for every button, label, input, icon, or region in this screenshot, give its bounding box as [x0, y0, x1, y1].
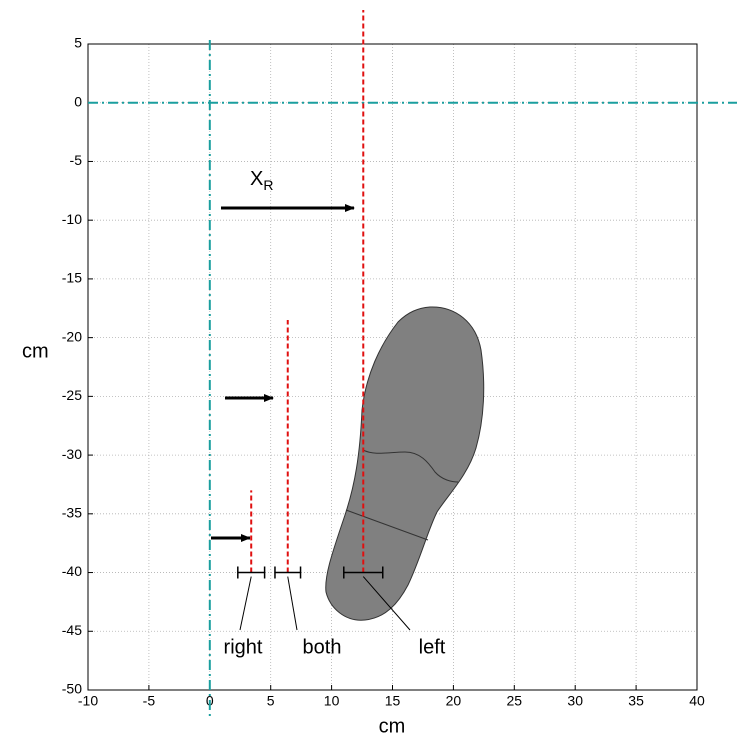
y-axis-label: cm — [22, 340, 49, 362]
leader-line — [287, 576, 298, 631]
y-tick-label: -45 — [62, 622, 82, 638]
y-tick-label: 0 — [74, 93, 82, 109]
error-bar — [274, 566, 302, 579]
y-tick-label: 5 — [74, 35, 82, 51]
y-tick-label: -5 — [70, 152, 83, 168]
y-tick-label: -25 — [62, 387, 82, 403]
y-tick-label: -35 — [62, 505, 82, 521]
leader-line — [239, 576, 252, 631]
x-tick-label: 10 — [324, 693, 340, 709]
y-tick-label: -40 — [62, 563, 82, 579]
error-bar — [343, 566, 384, 579]
x-tick-label: 25 — [507, 693, 523, 709]
x-tick-label: 15 — [385, 693, 401, 709]
x-tick-label: 40 — [689, 693, 705, 709]
annotation: XR — [250, 168, 273, 192]
x-tick-label: 35 — [628, 693, 644, 709]
annotation-text: X — [250, 168, 263, 190]
x-tick-label: -10 — [78, 693, 98, 709]
y-tick-label: -10 — [62, 211, 82, 227]
y-tick-label: -50 — [62, 681, 82, 697]
y-tick-label: -20 — [62, 328, 82, 344]
x-tick-label: 20 — [446, 693, 462, 709]
foot-line — [362, 449, 459, 483]
x-tick-label: 5 — [267, 693, 275, 709]
foot-line — [345, 509, 429, 541]
y-tick-label: -30 — [62, 446, 82, 462]
leader-line — [362, 576, 411, 631]
foot-outline — [325, 306, 485, 621]
x-tick-label: -5 — [143, 693, 156, 709]
x-axis-label: cm — [379, 715, 406, 737]
annotation-subscript: R — [263, 177, 273, 193]
estimate-label: left — [419, 636, 446, 658]
estimate-label: right — [224, 636, 263, 658]
x-tick-label: 30 — [567, 693, 583, 709]
estimate-label: both — [303, 636, 342, 658]
y-tick-label: -15 — [62, 270, 82, 286]
error-bar — [237, 566, 266, 579]
